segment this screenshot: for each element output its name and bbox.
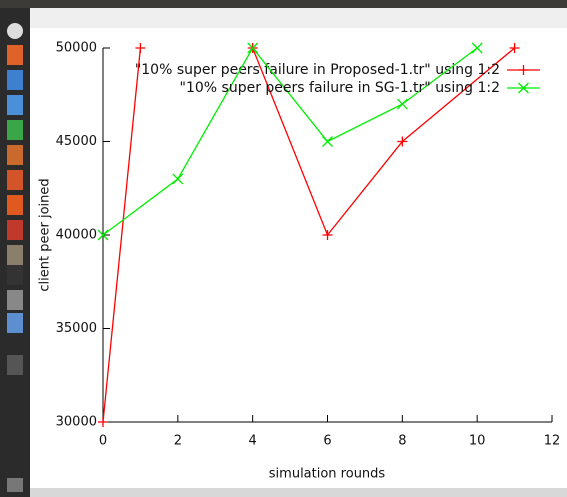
y-tick-label: 35000 (56, 321, 97, 336)
y-axis-label: client peer joined (38, 178, 53, 291)
app-icon[interactable] (7, 170, 23, 190)
x-tick-label: 8 (398, 434, 406, 449)
app-icon[interactable] (7, 220, 23, 240)
app-icon[interactable] (7, 120, 23, 140)
x-tick-label: 12 (544, 434, 561, 449)
x-tick-label: 0 (99, 434, 107, 449)
legend-label: "10% super peers failure in Proposed-1.t… (135, 62, 500, 78)
x-axis-label: simulation rounds (269, 467, 386, 482)
status-bar (30, 488, 567, 497)
top-panel (0, 0, 567, 8)
legend-label: "10% super peers failure in SG-1.tr" usi… (180, 80, 500, 96)
app-icon[interactable] (7, 355, 23, 375)
y-tick-label: 40000 (56, 228, 97, 243)
app-icon[interactable] (7, 195, 23, 215)
app-icon[interactable] (7, 478, 23, 492)
app-icon[interactable] (7, 145, 23, 165)
app-icon[interactable] (7, 245, 23, 265)
app-icon[interactable] (7, 313, 23, 333)
x-tick-label: 4 (249, 434, 257, 449)
y-tick-label: 50000 (56, 41, 97, 56)
toolbar[interactable] (30, 8, 567, 28)
x-tick-label: 2 (174, 434, 182, 449)
app-icon[interactable] (7, 265, 23, 285)
app-icon[interactable] (7, 70, 23, 90)
screen: client peer joined simulation rounds 300… (0, 0, 567, 497)
app-icon[interactable] (7, 290, 23, 310)
dash-icon[interactable] (7, 23, 23, 39)
x-tick-label: 10 (469, 434, 486, 449)
app-icon[interactable] (7, 45, 23, 65)
x-tick-label: 6 (323, 434, 331, 449)
y-tick-label: 30000 (56, 415, 97, 430)
app-icon[interactable] (7, 95, 23, 115)
y-tick-label: 45000 (56, 134, 97, 149)
